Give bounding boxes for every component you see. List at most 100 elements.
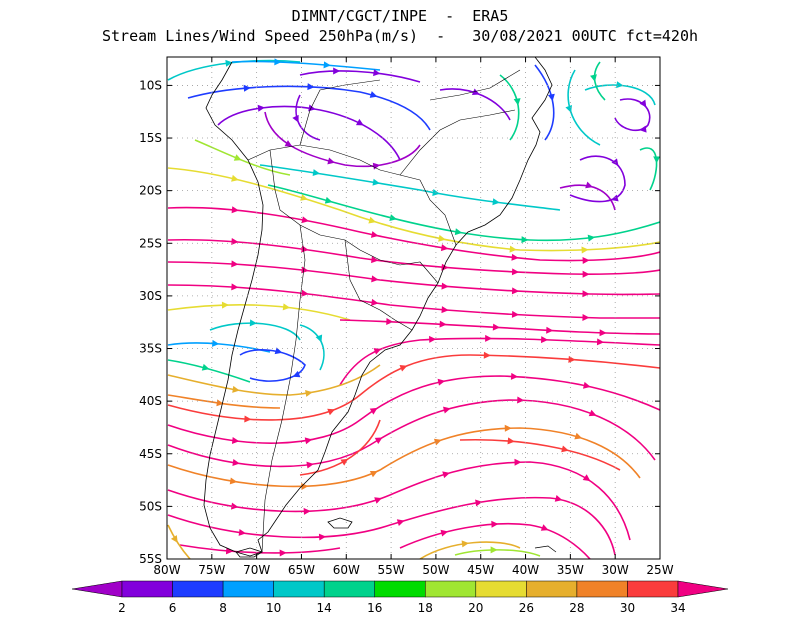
lon-label: 50W — [422, 563, 449, 577]
flow-arrow — [229, 477, 238, 485]
lat-label: 50S — [139, 499, 162, 513]
flow-arrow — [442, 471, 450, 479]
flow-arrow — [582, 313, 590, 321]
colorbar-swatch — [374, 580, 426, 598]
flow-arrow — [439, 320, 447, 328]
flow-arrow — [368, 216, 377, 224]
flow-arrow — [232, 385, 240, 393]
flow-arrow — [547, 93, 555, 102]
flow-arrow — [369, 407, 378, 415]
colorbar-label: 20 — [468, 601, 483, 615]
colorbar-swatch — [627, 580, 679, 598]
flow-arrow — [441, 306, 449, 314]
flow-arrow — [231, 237, 239, 245]
axis-ticks — [166, 57, 661, 560]
streamline — [454, 549, 541, 557]
flow-arrow — [300, 194, 308, 201]
flow-arrow — [546, 326, 554, 334]
flow-arrow — [581, 246, 589, 254]
flow-arrow — [306, 461, 314, 469]
flow-arrow — [369, 91, 378, 98]
flow-arrow — [511, 268, 520, 276]
map-frame — [166, 56, 661, 560]
flow-arrow — [305, 390, 313, 397]
lat-label: 40S — [139, 394, 162, 408]
flow-arrow — [396, 519, 405, 526]
streamline — [299, 70, 421, 83]
flow-arrow — [371, 275, 379, 283]
streamline — [167, 238, 660, 275]
flow-arrow — [507, 437, 515, 445]
flow-arrow — [583, 381, 591, 389]
lon-label: 25W — [646, 563, 673, 577]
streamline — [584, 84, 656, 106]
streamline — [179, 544, 341, 554]
flow-arrow — [511, 253, 519, 261]
colorbar-labels: 2 6 8 10 14 16 18 20 26 28 30 34 — [118, 601, 685, 615]
flow-arrow — [585, 181, 593, 189]
colorbar-swatch — [121, 580, 173, 598]
flow-arrow — [304, 437, 313, 445]
graticule — [167, 57, 660, 559]
flow-arrow — [225, 59, 233, 67]
flow-arrow — [437, 378, 446, 386]
flow-arrow — [440, 529, 449, 537]
flow-arrow — [386, 318, 394, 326]
flow-arrow — [282, 303, 291, 311]
flow-arrow — [399, 364, 408, 372]
colorbar-swatch — [526, 580, 578, 598]
lat-label: 15S — [139, 131, 162, 145]
flow-arrow — [483, 351, 491, 359]
colorbar-label: 14 — [317, 601, 332, 615]
flow-arrow — [324, 196, 333, 204]
flow-arrow — [554, 494, 563, 502]
streamline — [167, 399, 656, 468]
streamline — [614, 98, 651, 132]
flow-arrow — [429, 335, 437, 343]
flow-arrow — [492, 198, 500, 206]
flow-arrow — [170, 535, 178, 543]
streamline — [167, 364, 381, 396]
flow-arrow — [303, 507, 311, 515]
flow-arrow — [454, 228, 463, 236]
flow-arrow — [201, 363, 210, 371]
flow-arrow — [355, 118, 364, 126]
flow-arrow — [565, 104, 572, 113]
flow-arrow — [491, 520, 499, 528]
flow-arrow — [327, 157, 335, 165]
flow-arrow — [279, 549, 287, 557]
flow-arrow — [541, 336, 549, 344]
streamline — [593, 61, 606, 101]
colorbar-swatch — [323, 580, 375, 598]
flow-arrow — [471, 88, 480, 95]
colorbar-label: 26 — [519, 601, 534, 615]
flow-arrow — [249, 319, 257, 327]
colorbar-label: 10 — [266, 601, 281, 615]
flow-arrow — [231, 260, 239, 268]
flow-arrow — [257, 104, 265, 112]
flow-arrow — [639, 125, 647, 133]
colorbar-swatch — [576, 580, 628, 598]
lon-label: 35W — [557, 563, 584, 577]
flow-arrow — [590, 74, 597, 82]
latitude-labels: 10S 15S 20S 25S 30S 35S 40S 45S 50S 55S — [139, 78, 162, 566]
colorbar-swatch — [273, 580, 325, 598]
flow-arrow — [587, 234, 596, 242]
flow-arrow — [492, 323, 500, 331]
flow-arrow — [639, 99, 647, 108]
lon-label: 70W — [243, 563, 270, 577]
flow-arrow — [510, 372, 519, 380]
south-america-coast — [203, 57, 553, 557]
lon-label: 55W — [378, 563, 405, 577]
flow-arrow — [514, 458, 522, 466]
streamline — [339, 337, 660, 386]
south-georgia — [534, 545, 557, 553]
flow-arrow — [323, 61, 331, 69]
streamline — [295, 94, 321, 141]
lat-label: 30S — [139, 289, 162, 303]
flow-arrow — [340, 458, 349, 466]
streamline — [639, 147, 658, 191]
streamline — [167, 206, 660, 262]
flow-arrow — [582, 270, 590, 278]
flow-arrow — [230, 502, 239, 510]
